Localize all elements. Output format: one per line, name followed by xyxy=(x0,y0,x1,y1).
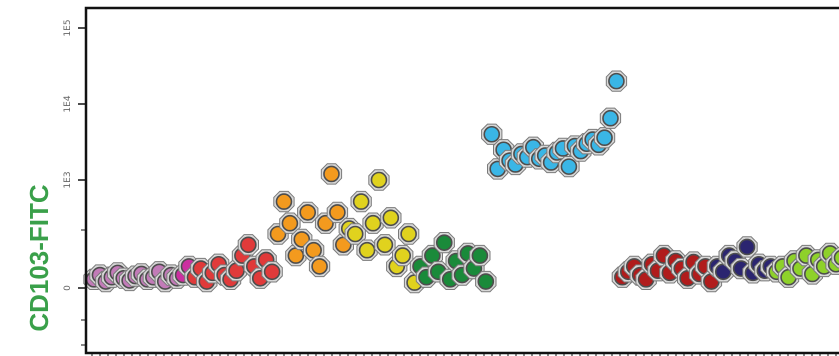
data-point xyxy=(305,241,322,259)
data-point xyxy=(370,171,388,189)
data-point xyxy=(471,247,489,264)
data-point xyxy=(602,109,619,127)
data-point xyxy=(376,236,394,254)
data-point xyxy=(263,263,281,281)
data-point xyxy=(329,204,346,221)
data-point xyxy=(358,241,376,259)
data-point xyxy=(738,238,756,256)
data-point xyxy=(346,225,364,243)
data-point xyxy=(275,193,293,210)
y-tick-label: 1E5 xyxy=(63,19,73,36)
data-point xyxy=(293,231,311,248)
data-point xyxy=(477,273,495,290)
data-point xyxy=(394,247,411,264)
data-point xyxy=(240,236,257,254)
data-point xyxy=(323,165,340,183)
data-point xyxy=(299,204,317,221)
data-point xyxy=(483,125,501,143)
y-axis: 1E5 1E4 1E3 0 xyxy=(63,19,86,346)
data-point xyxy=(435,234,453,251)
data-point xyxy=(560,158,578,175)
data-point xyxy=(833,250,839,266)
data-point xyxy=(311,258,328,275)
data-point xyxy=(317,214,334,232)
data-point xyxy=(382,209,400,227)
y-tick-label: 1E4 xyxy=(63,95,73,112)
data-point xyxy=(400,225,417,243)
data-point xyxy=(269,225,287,243)
data-point xyxy=(287,247,305,264)
data-points xyxy=(83,70,839,294)
plot-frame xyxy=(84,6,839,355)
y-tick-label: 0 xyxy=(63,285,73,291)
y-axis-label: CD103-FITC xyxy=(24,184,54,332)
data-point xyxy=(281,214,299,232)
y-tick-label: 1E3 xyxy=(63,171,73,188)
data-point xyxy=(596,129,613,147)
data-point xyxy=(364,214,382,232)
data-point xyxy=(352,193,370,210)
data-point xyxy=(608,72,625,90)
